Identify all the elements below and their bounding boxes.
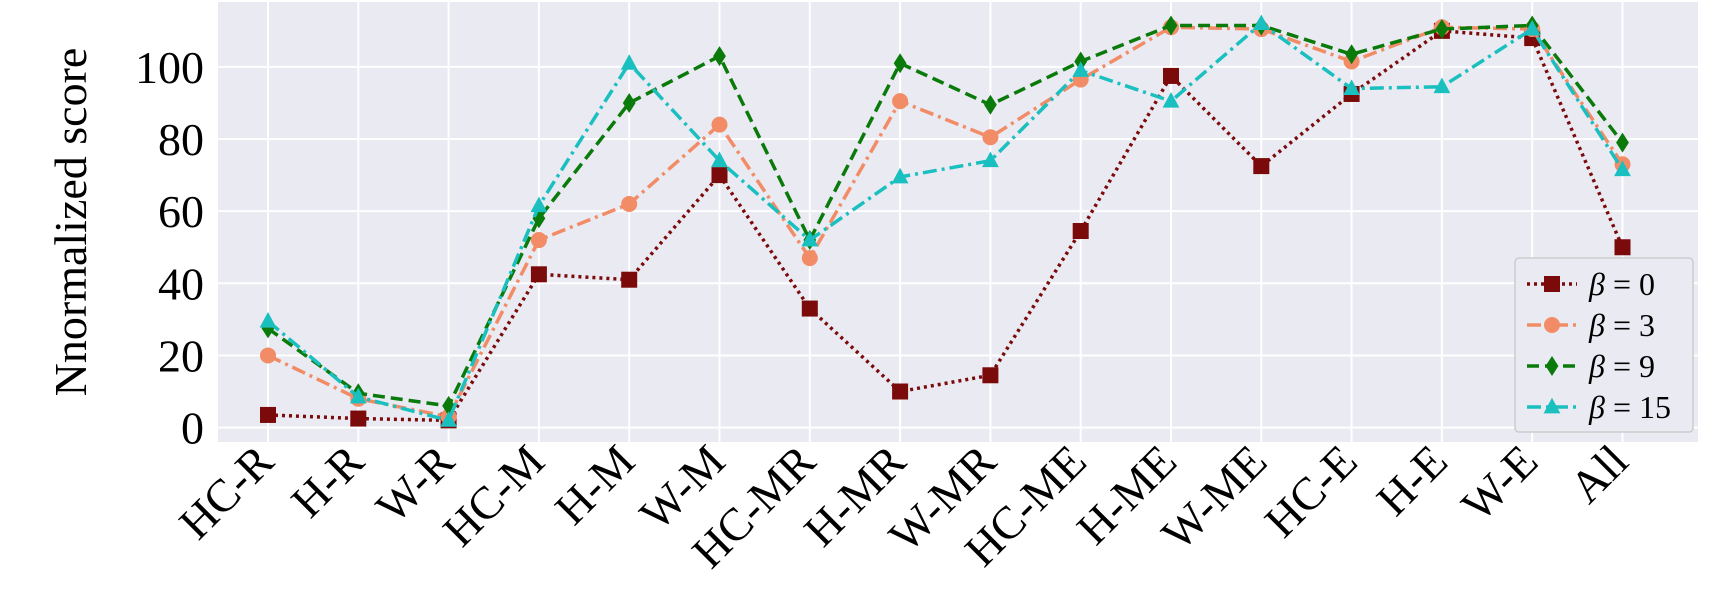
data-point (711, 167, 728, 184)
data-point (1253, 158, 1270, 175)
data-point (1614, 239, 1631, 256)
data-point (984, 94, 997, 115)
plot-area (218, 2, 1698, 442)
data-point (801, 250, 818, 267)
legend-box (1514, 257, 1694, 433)
data-point (1162, 91, 1180, 108)
series-line (266, 21, 1624, 423)
x-tick-label: HC-E (1255, 435, 1367, 547)
y-axis-label: Nnormalized score (45, 48, 96, 397)
data-point (530, 232, 547, 249)
legend-item: β = 9 (1527, 348, 1655, 384)
x-axis-ticks: HC-RH-RW-RHC-MH-MW-MHC-MRH-MRW-MRHC-MEH-… (169, 435, 1637, 578)
data-point (893, 53, 907, 74)
data-point (530, 266, 547, 283)
data-point (892, 93, 909, 110)
data-point (620, 54, 638, 70)
y-tick-label: 60 (158, 186, 204, 237)
legend-item: β = 3 (1527, 307, 1655, 343)
data-point (260, 406, 276, 423)
data-point (1543, 397, 1561, 414)
data-point (1164, 15, 1178, 36)
data-point (713, 46, 726, 67)
data-point (261, 318, 275, 339)
data-point (621, 271, 638, 288)
legend-label: β = 9 (1588, 348, 1655, 384)
data-point (350, 410, 367, 427)
data-point (1544, 276, 1560, 292)
data-point (260, 347, 276, 364)
data-point (1072, 223, 1089, 240)
data-point (801, 230, 819, 247)
data-point (1435, 19, 1449, 40)
legend-label: β = 0 (1588, 266, 1655, 302)
data-point (1523, 19, 1541, 36)
x-tick-label: All (1560, 435, 1638, 513)
data-point (622, 92, 636, 113)
y-tick-label: 80 (158, 114, 204, 165)
data-point (1544, 317, 1560, 333)
x-tick-label: W-ME (1152, 435, 1277, 560)
data-point (891, 167, 909, 184)
data-point (801, 300, 818, 317)
x-tick-label: H-M (545, 435, 644, 534)
legend-label: β = 3 (1588, 307, 1655, 343)
data-point (259, 311, 277, 328)
data-point (530, 196, 548, 213)
data-point (711, 116, 728, 133)
data-point (349, 387, 367, 404)
data-point (621, 195, 638, 212)
legend-item: β = 0 (1527, 266, 1655, 302)
data-point (982, 367, 999, 384)
data-point (1343, 79, 1360, 95)
legend-item: β = 15 (1527, 389, 1671, 425)
data-point (1614, 160, 1631, 177)
data-point (1345, 44, 1358, 65)
x-tick-label: HC-M (433, 435, 554, 556)
y-tick-label: 100 (135, 42, 204, 93)
data-point (1072, 61, 1090, 77)
data-point (1545, 356, 1559, 376)
data-point (440, 411, 457, 427)
x-tick-label: H-E (1367, 435, 1457, 525)
data-point (1252, 14, 1270, 31)
series-group (259, 14, 1631, 427)
data-point (711, 151, 728, 168)
series-layer (259, 14, 1631, 429)
y-axis-ticks: 0 20 40 60 80 100 (135, 42, 204, 454)
x-tick-label: H-R (281, 435, 373, 527)
legend-label: β = 15 (1588, 389, 1671, 425)
data-point (1616, 132, 1629, 153)
data-point (1163, 67, 1179, 84)
data-point (1433, 77, 1451, 94)
data-point (982, 129, 999, 146)
y-tick-label: 0 (181, 403, 204, 454)
data-point (892, 383, 909, 400)
series-line (267, 29, 1625, 423)
y-tick-label: 20 (158, 330, 204, 381)
y-tick-label: 40 (158, 258, 204, 309)
x-tick-label: W-E (1452, 435, 1548, 531)
data-point (982, 151, 999, 168)
legend: β = 0 β = 3 β = 9 β = 15 (1514, 257, 1694, 433)
series-line (267, 25, 1624, 419)
